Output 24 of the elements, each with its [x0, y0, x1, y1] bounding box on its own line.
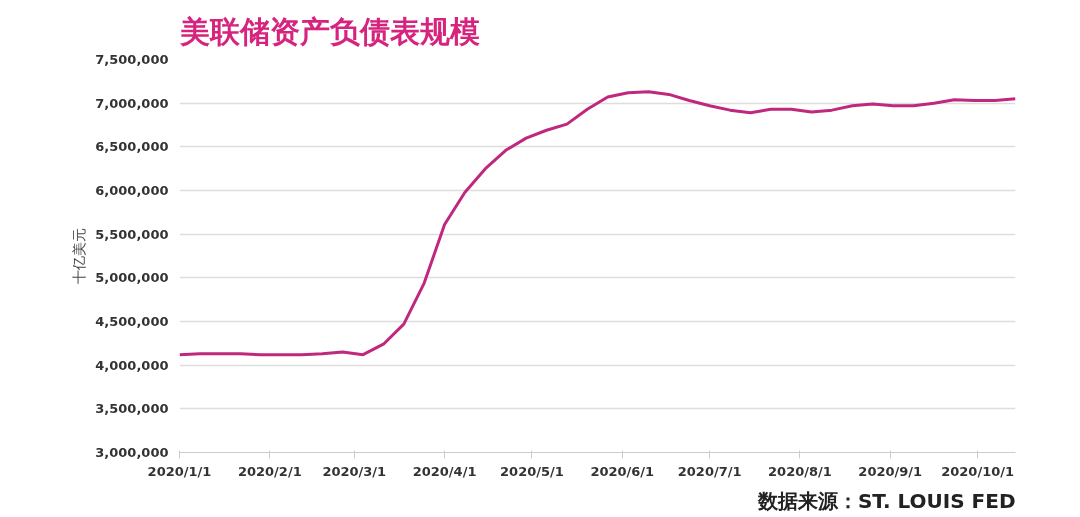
x-tick-label: 2020/5/1 — [500, 463, 564, 479]
line-series — [179, 90, 1016, 357]
y-tick-label: 4,000,000 — [95, 357, 169, 373]
x-tick-label: 2020/7/1 — [677, 463, 742, 479]
y-tick-label: 6,000,000 — [95, 183, 169, 198]
y-tick-label: 7,000,000 — [95, 95, 169, 111]
chart-title: 美联储资产负债表规模 — [178, 13, 480, 49]
y-tick-label: 3,500,000 — [95, 401, 169, 417]
x-tick-label: 2020/8/1 — [768, 463, 832, 479]
x-tick-label: 2020/3/1 — [322, 463, 387, 479]
x-tick-label: 2020/10/1 — [941, 463, 1015, 479]
x-tick-label: 2020/4/1 — [412, 463, 477, 479]
y-tick-label: 6,500,000 — [95, 139, 169, 155]
x-tick-label: 2020/6/1 — [590, 463, 655, 479]
y-tick-label: 7,500,000 — [95, 52, 169, 67]
y-tick-label: 4,500,000 — [95, 314, 169, 329]
source-note: 数据来源：ST. LOUIS FED — [756, 488, 1016, 513]
y-tick-label: 5,000,000 — [95, 270, 169, 286]
y-axis-title: 十亿美元 — [71, 228, 88, 284]
x-tick-label: 2020/1/1 — [147, 463, 212, 479]
y-tick-label: 3,000,000 — [95, 445, 169, 460]
x-tick-label: 2020/9/1 — [858, 463, 923, 479]
x-tick-label: 2020/2/1 — [237, 463, 302, 479]
y-tick-label: 5,500,000 — [95, 226, 169, 242]
